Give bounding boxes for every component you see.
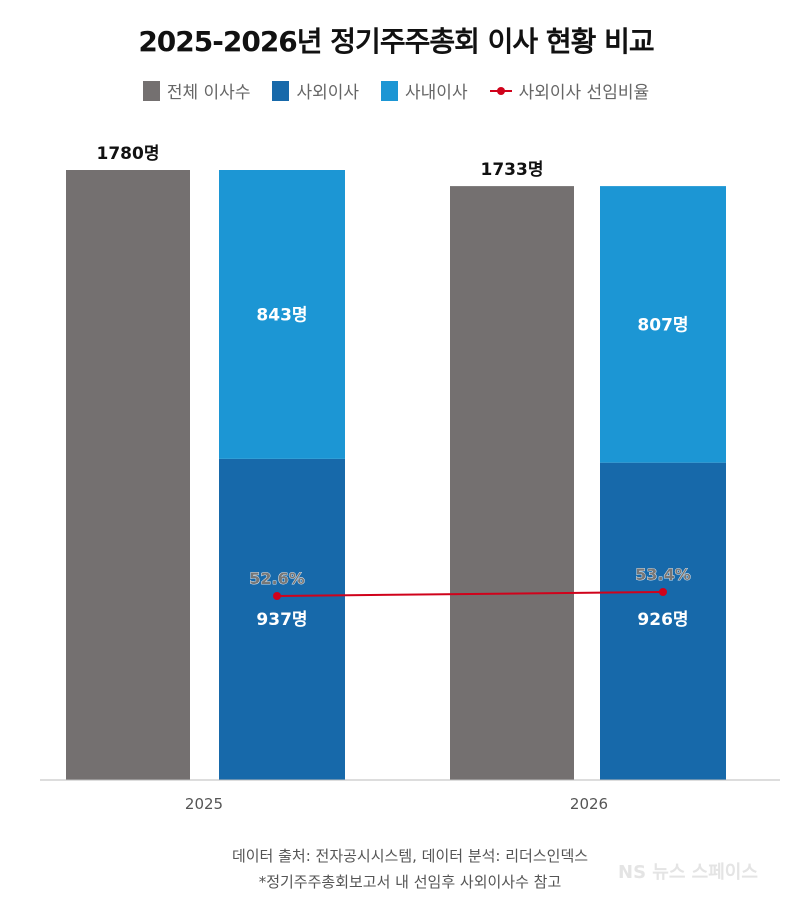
footer: 데이터 출처: 전자공시시스템, 데이터 분석: 리더스인덱스 *정기주주총회보… [150, 843, 670, 895]
legend-label: 사외이사 선임비율 [518, 83, 650, 103]
bar-outside-director [219, 458, 345, 780]
note-text: *정기주주총회보고서 내 선임후 사외이사수 참고 [258, 873, 562, 891]
source-text: 데이터 출처: 전자공시시스템, 데이터 분석: 리더스인덱스 [231, 847, 589, 865]
legend-line-marker [489, 86, 512, 95]
bar-outside-director [600, 462, 726, 780]
legend-label: 사내이사 [405, 83, 468, 103]
bar-total [450, 186, 574, 780]
ratio-line [276, 591, 664, 597]
chart-title: 2025-2026년 정기주주총회 이사 현황 비교 [138, 25, 654, 58]
legend-label: 사외이사 [296, 83, 360, 103]
ratio-label: 53.4% [635, 565, 691, 584]
legend-item-ratio: 사외이사 선임비율 [489, 78, 650, 103]
bar-total [66, 170, 190, 780]
x-tick-label: 2026 [570, 795, 608, 813]
data-label-total: 1780명 [97, 144, 160, 164]
data-label-outside: 937명 [256, 610, 307, 630]
legend-swatch [381, 80, 399, 101]
ratio-point [659, 588, 667, 596]
data-label-inside: 843명 [256, 305, 307, 325]
bar-inside-director [219, 170, 345, 459]
legend-item-outside: 사외이사 [272, 78, 359, 103]
bar-inside-director [600, 186, 726, 463]
data-label-inside: 807명 [637, 315, 688, 335]
legend-swatch [142, 80, 160, 101]
data-label-total: 1733명 [481, 160, 544, 180]
data-label-outside: 926명 [637, 610, 688, 630]
legend-label: 전체 이사수 [166, 83, 251, 103]
watermark-logo: NS 뉴스 스페이스 [618, 862, 758, 883]
legend-item-total: 전체 이사수 [142, 78, 251, 103]
ratio-label: 52.6% [249, 569, 305, 588]
ratio-point [273, 592, 281, 600]
x-tick-label: 2025 [185, 795, 223, 813]
legend-item-inside: 사내이사 [381, 78, 468, 103]
legend-swatch [272, 80, 290, 101]
chart-plot: 1780명 843명 937명 2025 1733명 807명 926명 2026 52.6% 5… [40, 144, 780, 813]
legend: 전체 이사수 사외이사 사내이사 사외이사 선임비율 [0, 78, 792, 103]
